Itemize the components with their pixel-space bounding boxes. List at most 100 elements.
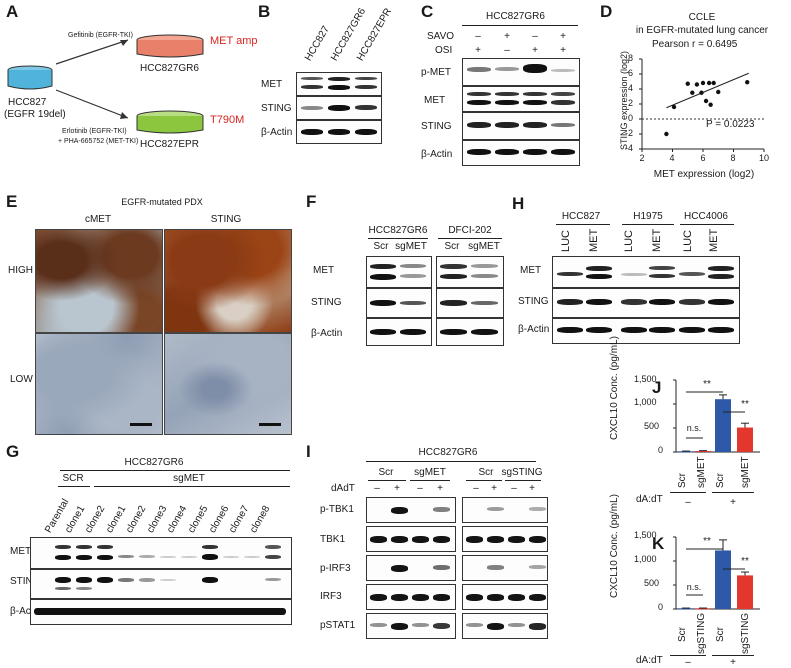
dadt-label: dA:dT: [636, 655, 663, 666]
blot-band: [529, 536, 546, 543]
blot-sting: [552, 288, 740, 318]
blot-met: [296, 72, 382, 96]
bar: [715, 550, 731, 609]
dadt-sign: +: [730, 497, 736, 508]
sig-label: **: [703, 536, 711, 547]
y-tick: 0: [628, 113, 634, 123]
blot-pmet: [462, 58, 580, 86]
dadt-sign: –: [417, 483, 423, 494]
row-label: IRF3: [320, 591, 342, 602]
regression-line: [666, 72, 749, 109]
y-tick: 0: [658, 445, 664, 455]
ihc-image-sting-high: [164, 229, 292, 333]
y-tick: 500: [644, 578, 660, 588]
blot-band: [433, 594, 450, 601]
dadt-sign: –: [374, 483, 380, 494]
data-point: [716, 89, 721, 95]
data-point: [664, 131, 669, 137]
group-label: HCC827: [561, 211, 601, 222]
epr-dish-body: [136, 116, 204, 134]
parent-name: HCC827: [8, 97, 47, 108]
cell-line: HCC827GR6: [124, 457, 184, 468]
x-tick: 4: [669, 153, 675, 163]
blot-band: [433, 507, 450, 512]
sig-label: **: [741, 556, 749, 567]
panel-letter: D: [600, 2, 613, 21]
western-blot-strip: [366, 584, 456, 610]
parent-mutation: (EGFR 19del): [4, 109, 66, 120]
panel-letter: J: [652, 378, 662, 397]
dadt-sign: –: [511, 483, 517, 494]
ihc-image-cmet-high: [35, 229, 163, 333]
panel-letter: I: [306, 442, 311, 461]
blot-band: [391, 536, 408, 543]
dadt-sign: +: [529, 483, 535, 494]
y-tick: 4: [628, 83, 634, 93]
dadt-sign: +: [437, 483, 443, 494]
row-label: MET: [424, 95, 446, 106]
arrow-bottom-label-1: Erlotinib (EGFR-TKI): [62, 128, 127, 135]
row-label: β-Actin: [10, 606, 42, 617]
group-line: [410, 480, 450, 481]
group-line: [712, 492, 754, 493]
bar: [737, 575, 753, 609]
group-label: HCC827GR6: [368, 225, 428, 236]
dadt-label: dA:dT: [636, 494, 663, 505]
bar: [695, 451, 711, 453]
cell-line: HCC827GR6: [418, 447, 478, 458]
scale-bar: [130, 423, 152, 426]
row-label: MET: [10, 546, 32, 557]
parent-dish-body: [7, 70, 53, 90]
blot-actin: [552, 318, 740, 344]
blot-band: [508, 536, 525, 543]
data-point: [685, 81, 690, 86]
blot-band: [529, 565, 546, 569]
row-label: β-Actin: [518, 324, 550, 335]
group-line: [556, 224, 610, 225]
dadt-sign: +: [394, 483, 400, 494]
blot-band: [433, 565, 450, 570]
row-label: β-Actin: [421, 149, 453, 160]
x-tick: 6: [700, 153, 706, 163]
blot-sting-gr6: [366, 288, 432, 318]
data-point: [706, 80, 712, 86]
arrow-top: [55, 39, 129, 65]
blot-band: [370, 536, 387, 543]
y-tick: 6: [628, 68, 634, 78]
ns-label: n.s.: [686, 582, 702, 592]
savo-sign: +: [560, 31, 566, 42]
bar: [678, 608, 694, 610]
group-label: DFCI-202: [448, 225, 492, 236]
western-blot-strip: [462, 526, 548, 552]
osi-sign: –: [504, 45, 510, 56]
scale-bar: [259, 423, 281, 426]
panel-letter: K: [652, 534, 665, 553]
blot-actin-gr6: [366, 318, 432, 346]
osi-sign: +: [560, 45, 566, 56]
group-label: Scr: [478, 467, 494, 478]
group-line: [670, 492, 706, 493]
row-label: p-MET: [421, 67, 451, 78]
blot-band: [487, 565, 504, 570]
lane-label: Scr: [373, 241, 389, 252]
row-label: β-Actin: [311, 328, 343, 339]
blot-band: [487, 594, 504, 601]
blot-sting: [296, 96, 382, 120]
y-tick: 1,000: [634, 554, 657, 564]
blot-band: [466, 623, 483, 628]
pvalue-annotation: P = 0.0223: [706, 119, 755, 130]
sig-label: **: [703, 379, 711, 390]
arrow-bottom-head: [120, 112, 128, 119]
scr-label: SCR: [62, 473, 84, 484]
western-blot-strip: [366, 497, 456, 523]
y-tick: 2: [628, 98, 634, 108]
row-label: STING: [10, 576, 41, 587]
group-line: [462, 25, 578, 26]
y-tick: 1,500: [634, 530, 657, 540]
data-point: [700, 80, 706, 86]
y-tick: -2: [625, 128, 634, 138]
ihc-image-cmet-low: [35, 333, 163, 435]
data-point: [699, 90, 704, 95]
savo-sign: +: [504, 31, 510, 42]
